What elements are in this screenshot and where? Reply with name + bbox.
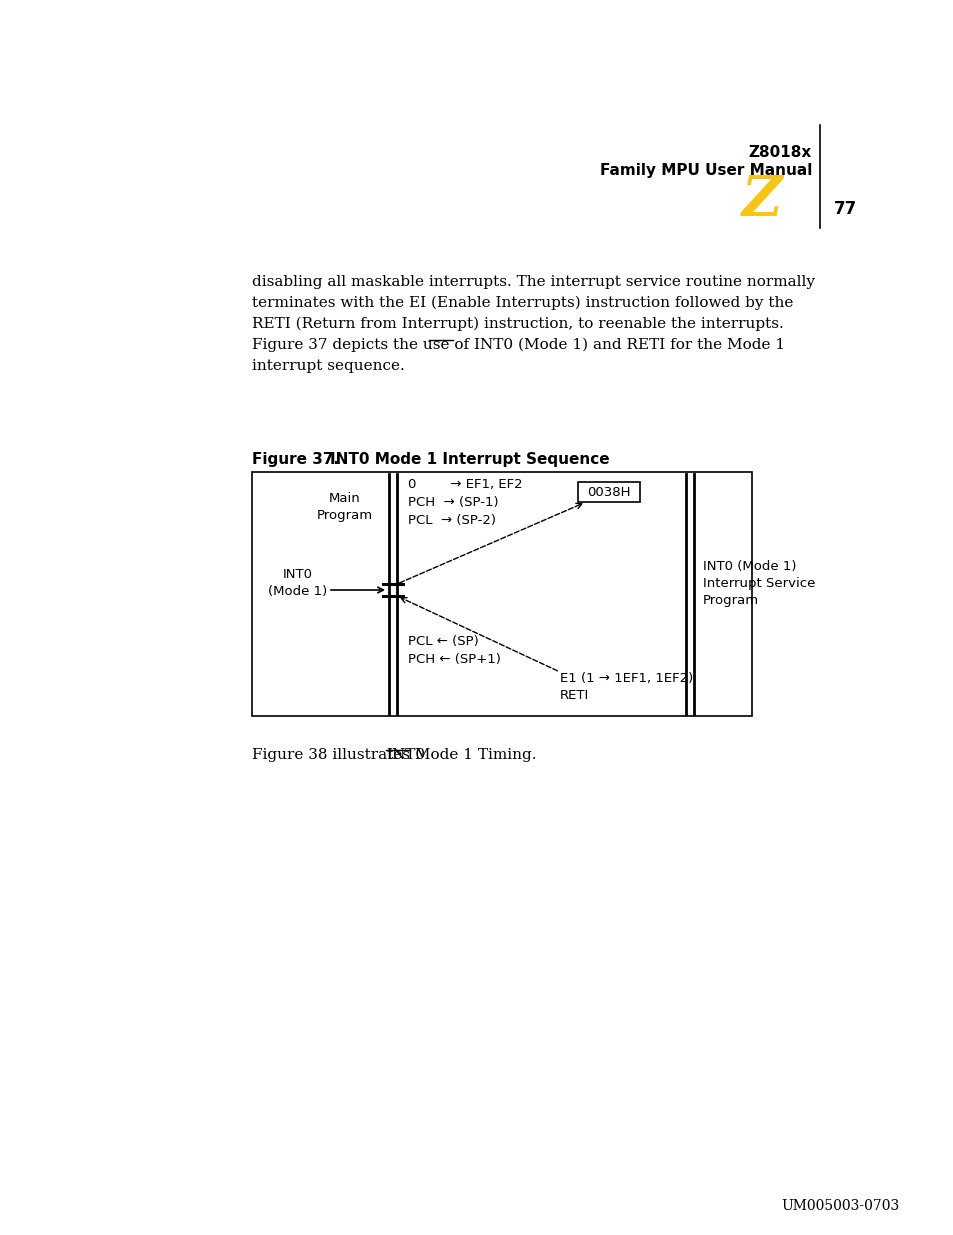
Text: 77: 77 xyxy=(833,200,857,219)
Text: 0038H: 0038H xyxy=(587,485,630,499)
Text: Figure 37 depicts the use of INT0 (Mode 1) and RETI for the Mode 1: Figure 37 depicts the use of INT0 (Mode … xyxy=(252,338,784,352)
Text: RETI (Return from Interrupt) instruction, to reenable the interrupts.: RETI (Return from Interrupt) instruction… xyxy=(252,317,783,331)
Bar xyxy=(578,482,639,501)
Text: UM005003-0703: UM005003-0703 xyxy=(781,1199,899,1213)
Text: INT0
(Mode 1): INT0 (Mode 1) xyxy=(268,568,327,598)
Text: INT0 (Mode 1)
Interrupt Service
Program: INT0 (Mode 1) Interrupt Service Program xyxy=(702,559,815,606)
Text: Z8018x: Z8018x xyxy=(748,144,811,161)
Text: Family MPU User Manual: Family MPU User Manual xyxy=(599,163,811,178)
Text: PCL ← (SP)
PCH ← (SP+1): PCL ← (SP) PCH ← (SP+1) xyxy=(408,635,500,666)
Text: INT0 Mode 1 Interrupt Sequence: INT0 Mode 1 Interrupt Sequence xyxy=(330,452,609,467)
Text: disabling all maskable interrupts. The interrupt service routine normally: disabling all maskable interrupts. The i… xyxy=(252,275,814,289)
Text: terminates with the EI (Enable Interrupts) instruction followed by the: terminates with the EI (Enable Interrupt… xyxy=(252,296,793,310)
Text: E1 (1 → 1EF1, 1EF2)
RETI: E1 (1 → 1EF1, 1EF2) RETI xyxy=(559,672,693,701)
Text: Main
Program: Main Program xyxy=(316,492,373,522)
Text: 0        → EF1, EF2
PCH  → (SP-1)
PCL  → (SP-2): 0 → EF1, EF2 PCH → (SP-1) PCL → (SP-2) xyxy=(408,478,522,527)
Text: Z: Z xyxy=(741,173,781,227)
Text: Figure 38 illustrates: Figure 38 illustrates xyxy=(252,748,415,762)
Text: Figure 37.: Figure 37. xyxy=(252,452,338,467)
Text: INT0: INT0 xyxy=(385,748,424,762)
Text: interrupt sequence.: interrupt sequence. xyxy=(252,359,404,373)
Bar xyxy=(252,472,751,716)
Text: Mode 1 Timing.: Mode 1 Timing. xyxy=(410,748,536,762)
